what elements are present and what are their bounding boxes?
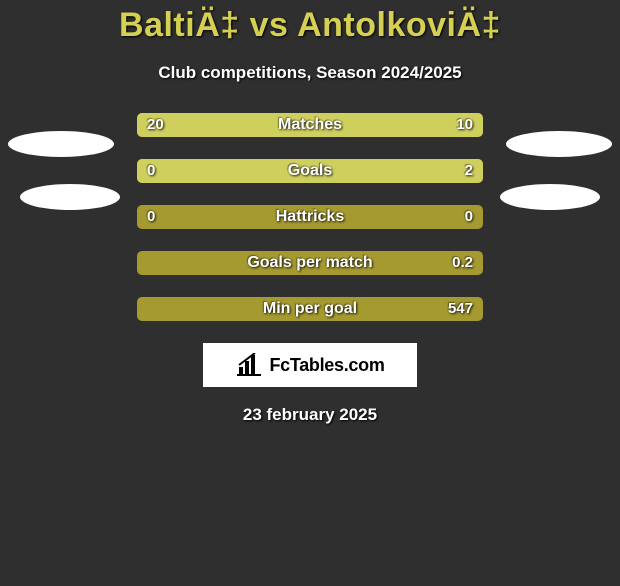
stat-bar-right <box>199 159 483 183</box>
stat-value-left: 0 <box>147 205 155 229</box>
stat-value-right: 2 <box>465 159 473 183</box>
stat-bar-track <box>137 159 483 183</box>
page-title: BaltiÄ‡ vs AntolkoviÄ‡ <box>0 6 620 45</box>
footer-date: 23 february 2025 <box>0 405 620 425</box>
stat-bar-track <box>137 205 483 229</box>
stat-row: 0 Goals 2 <box>0 159 620 183</box>
stat-row: Goals per match 0.2 <box>0 251 620 275</box>
stat-bar-track <box>137 297 483 321</box>
stat-bar-track <box>137 113 483 137</box>
stat-row: 0 Hattricks 0 <box>0 205 620 229</box>
stat-row: Min per goal 547 <box>0 297 620 321</box>
page-subtitle: Club competitions, Season 2024/2025 <box>0 63 620 83</box>
brand-name: FcTables.com <box>269 355 384 376</box>
stat-value-left: 0 <box>147 159 155 183</box>
stat-value-right: 0 <box>465 205 473 229</box>
stat-value-left: 20 <box>147 113 164 137</box>
stat-bar-left <box>137 113 368 137</box>
bar-chart-icon <box>235 353 263 377</box>
brand-box[interactable]: FcTables.com <box>203 343 417 387</box>
stat-value-right: 10 <box>456 113 473 137</box>
stat-row: 20 Matches 10 <box>0 113 620 137</box>
stat-value-right: 0.2 <box>452 251 473 275</box>
stat-value-right: 547 <box>448 297 473 321</box>
stat-bar-track <box>137 251 483 275</box>
